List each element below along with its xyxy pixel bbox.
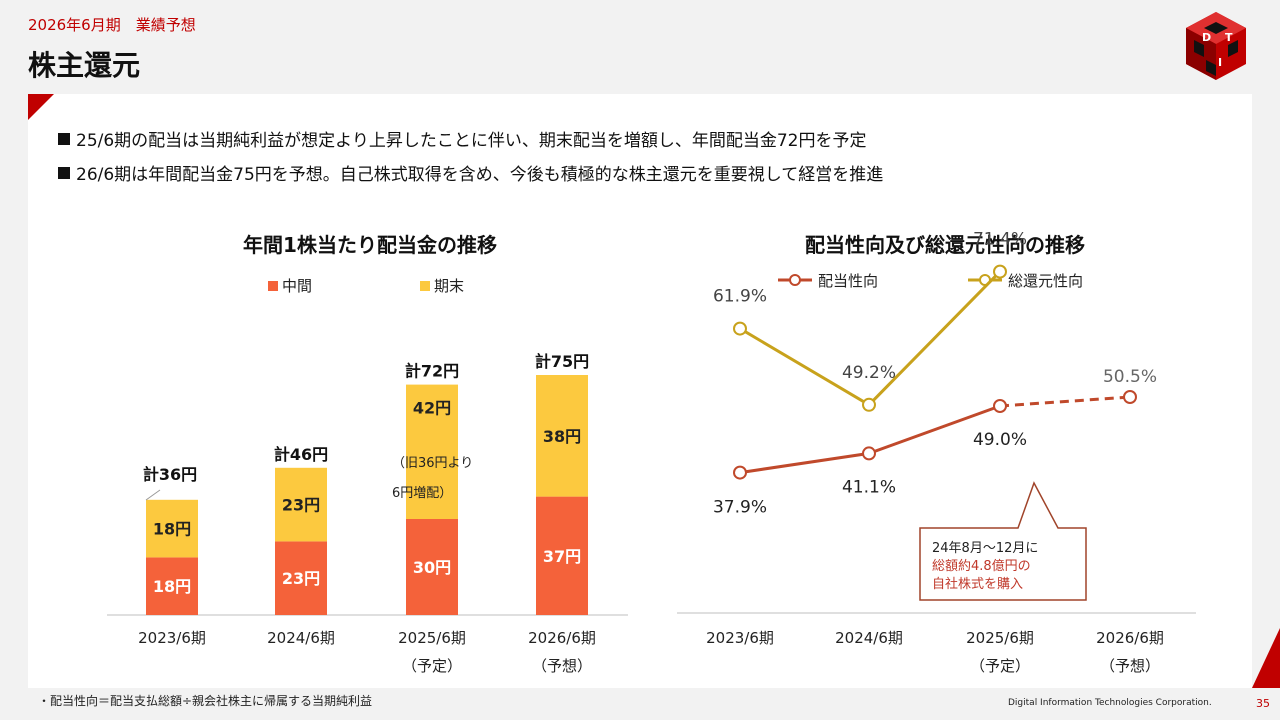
bullet-2: 26/6期は年間配当金75円を予想。自己株式取得を含め、今後も積極的な株主還元を…: [58, 160, 883, 185]
page-title: 株主還元: [28, 49, 141, 82]
bar-total-label: 計75円: [535, 352, 589, 371]
bar-category-sublabel: （予定）: [402, 657, 462, 675]
line-category-label: 2023/6期: [706, 629, 774, 647]
bullet-1: 25/6期の配当は当期純利益が想定より上昇したことに伴い、期末配当を増額し、年間…: [58, 126, 866, 151]
bar-interim: [146, 557, 198, 615]
total-return-point: [993, 264, 1007, 279]
bullet-2-text: 26/6期は年間配当金75円を予想。自己株式取得を含め、今後も積極的な株主還元を…: [76, 165, 884, 185]
footnote: ・配当性向＝配当支払総額÷親会社株主に帰属する当期純利益: [38, 694, 373, 708]
legend-swatch-yearend: [420, 281, 430, 291]
total-return-data-label: 49.2%: [842, 363, 896, 383]
total-return-data-label: 71.4%: [973, 230, 1027, 250]
payout-point: [1123, 390, 1137, 404]
dividend-chart-title: 年間1株当たり配当金の推移: [243, 233, 497, 257]
line-category-label: 2024/6期: [835, 629, 903, 647]
total-return-line: [739, 270, 1002, 407]
bullet-square-icon: [58, 167, 70, 179]
corner-accent: [28, 94, 54, 120]
period-label: 2026年6月期 業績予想: [28, 16, 196, 34]
svg-text:I: I: [1218, 56, 1222, 69]
total-return-point: [733, 321, 747, 336]
buyback-callout-line-2: 総額約4.8億円の: [932, 558, 1031, 574]
payout-data-label: 37.9%: [713, 498, 767, 518]
line-category-label: 2026/6期: [1096, 629, 1164, 647]
line-category-label: 2025/6期: [966, 629, 1034, 647]
increase-annotation-line-2: 6円増配）: [392, 486, 452, 501]
bullet-1-text: 25/6期の配当は当期純利益が想定より上昇したことに伴い、期末配当を増額し、年間…: [76, 131, 867, 151]
legend-label-payout: 配当性向: [818, 272, 878, 290]
line-category-sublabel: （予想）: [1100, 657, 1160, 675]
bar-category-label: 2026/6期: [528, 629, 596, 647]
increase-annotation-line-1: （旧36円より: [392, 456, 473, 471]
legend-marker-payout: [789, 274, 801, 286]
buyback-callout-line-1: 24年8月～12月に: [932, 541, 1038, 556]
payout-data-label: 50.5%: [1103, 367, 1157, 387]
svg-text:T: T: [1225, 31, 1233, 44]
bar-yearend-label: 38円: [543, 427, 581, 446]
buyback-callout-box: [919, 481, 1087, 601]
company-name: Digital Information Technologies Corpora…: [1008, 698, 1212, 708]
payout-point: [733, 465, 747, 480]
bar-interim-label: 18円: [153, 577, 191, 596]
bar-total-label: 計72円: [405, 362, 459, 381]
bar-interim-label: 37円: [543, 547, 581, 566]
line-category-sublabel: （予定）: [970, 657, 1030, 675]
legend-label-yearend: 期末: [434, 277, 464, 295]
page-number: 35: [1256, 697, 1270, 710]
buyback-callout-line-3: 自社株式を購入: [932, 576, 1023, 592]
bar-yearend-label: 42円: [413, 399, 451, 418]
company-logo: D T I: [1186, 12, 1246, 80]
payout-point: [862, 446, 876, 461]
total-return-point: [862, 397, 876, 412]
legend-label-interim: 中間: [282, 277, 312, 295]
total-return-data-label: 61.9%: [713, 287, 767, 307]
bar-interim: [406, 519, 458, 615]
payout-chart-title: 配当性向及び総還元性向の推移: [805, 233, 1085, 257]
bar-total-label: 計36円: [143, 465, 197, 484]
bar-interim: [275, 541, 327, 615]
bar-interim-label: 30円: [413, 558, 451, 577]
bar-category-sublabel: （予想）: [532, 657, 592, 675]
bar-yearend-label: 18円: [153, 520, 191, 539]
payout-line: [739, 404, 1001, 475]
bar-interim: [536, 496, 588, 615]
bar-category-label: 2024/6期: [267, 629, 335, 647]
bar-yearend: [275, 467, 327, 542]
bar-yearend: [406, 384, 458, 519]
payout-data-label: 41.1%: [842, 477, 896, 497]
legend-label-total-return: 総還元性向: [1008, 272, 1083, 290]
svg-text:D: D: [1202, 31, 1211, 44]
bar-category-label: 2025/6期: [398, 629, 466, 647]
bar-yearend: [536, 375, 588, 497]
payout-point: [993, 399, 1007, 413]
bar-yearend: [146, 499, 198, 558]
bar-yearend-label: 23円: [282, 496, 320, 515]
corner-accent-bottom: [1252, 628, 1280, 688]
payout-line-forecast: [999, 395, 1131, 408]
bar-total-label: 計46円: [274, 445, 328, 464]
bullet-square-icon: [58, 133, 70, 145]
bar-category-label: 2023/6期: [138, 629, 206, 647]
legend-swatch-interim: [268, 281, 278, 291]
payout-data-label: 49.0%: [973, 430, 1027, 450]
total-leader-line: [145, 489, 161, 501]
bar-interim-label: 23円: [282, 569, 320, 588]
